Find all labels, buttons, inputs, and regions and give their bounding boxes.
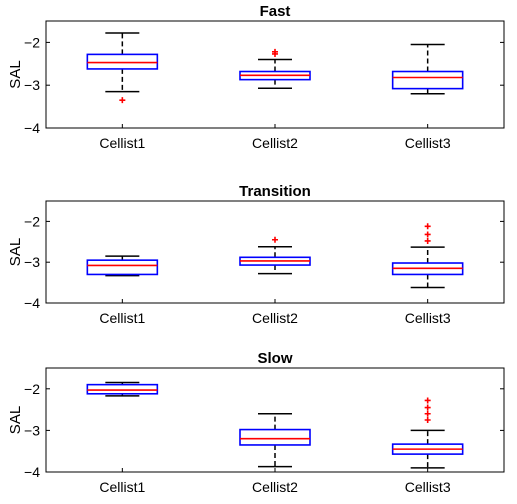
outlier-point — [424, 237, 431, 244]
outlier-point — [424, 417, 431, 423]
y-tick-label: −4 — [24, 120, 40, 136]
chart-panel-2: Transition SAL −4 −3 −2 Cellist1 Cellist2 Celli… — [7, 183, 505, 326]
x-tick-label: Cellist2 — [252, 135, 298, 151]
y-tick-label: −2 — [24, 34, 40, 50]
iqr-box — [86, 53, 159, 70]
y-tick-label: −3 — [24, 77, 40, 93]
x-tick-label: Cellist3 — [405, 135, 451, 151]
outlier-point — [424, 397, 431, 404]
box-cellist3: Cellist3 — [391, 43, 464, 151]
iqr-box — [86, 259, 159, 276]
chart-title: Slow — [257, 350, 292, 367]
outlier-point — [424, 404, 431, 411]
y-tick-label: −2 — [24, 213, 40, 229]
y-axis-label: SAL — [7, 238, 24, 266]
y-tick-label: −3 — [24, 254, 40, 270]
outlier-point — [424, 410, 431, 417]
chart-title: Transition — [239, 183, 311, 200]
chart-panel-3: Slow SAL −4 −3 −2 Cellist1 Cellist2 Cellist3 — [7, 350, 505, 495]
x-tick-label: Cellist1 — [99, 310, 145, 326]
x-tick-label: Cellist3 — [405, 310, 451, 326]
box-cellist3: Cellist3 — [391, 223, 464, 326]
iqr-box — [86, 383, 159, 395]
outlier-point — [119, 97, 126, 104]
box-cellist3: Cellist3 — [391, 397, 464, 495]
outlier-point — [272, 236, 278, 243]
outlier-point — [272, 48, 278, 55]
box-cellist2: Cellist2 — [239, 236, 311, 326]
x-tick-label: Cellist2 — [252, 310, 298, 326]
box-cellist1: Cellist1 — [86, 381, 159, 495]
x-tick-label: Cellist1 — [99, 135, 145, 151]
y-tick-label: −3 — [24, 422, 40, 438]
box-cellist2: Cellist2 — [239, 48, 311, 151]
box-cellist1: Cellist1 — [86, 32, 159, 151]
box-cellist2: Cellist2 — [239, 413, 311, 495]
chart-panel-1: Fast SAL −4 −3 −2 Cellist1 Cellist2 Cellist3 — [7, 3, 505, 151]
iqr-box — [391, 70, 464, 90]
y-tick-label: −4 — [24, 295, 40, 311]
axes-frame — [45, 20, 505, 129]
y-axis-label: SAL — [7, 60, 24, 88]
y-axis-label: SAL — [7, 406, 24, 434]
y-tick-label: −4 — [24, 464, 40, 480]
box-cellist1: Cellist1 — [86, 255, 159, 326]
x-tick-label: Cellist1 — [99, 479, 145, 495]
chart-title: Fast — [260, 3, 291, 20]
x-tick-label: Cellist2 — [252, 479, 298, 495]
outlier-point — [424, 223, 431, 230]
x-tick-label: Cellist3 — [405, 479, 451, 495]
outlier-point — [424, 231, 431, 238]
y-tick-label: −2 — [24, 381, 40, 397]
iqr-box — [239, 428, 311, 446]
